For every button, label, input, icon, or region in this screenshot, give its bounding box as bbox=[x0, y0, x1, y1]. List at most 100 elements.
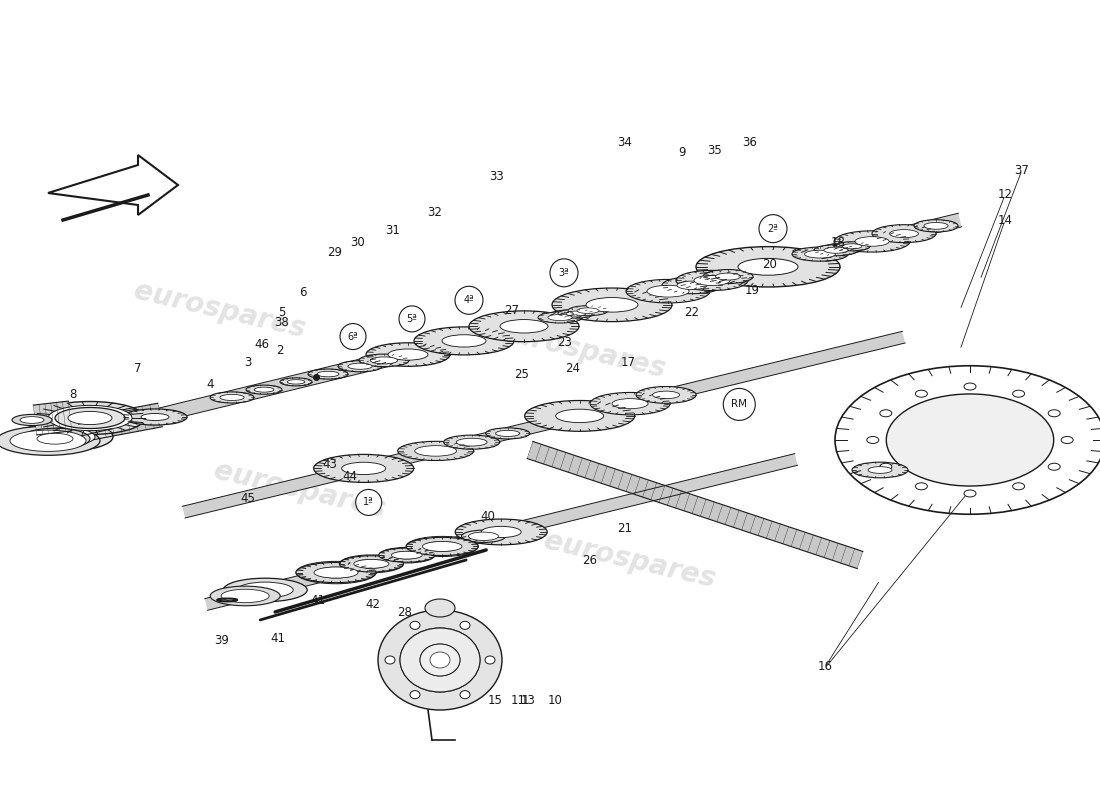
Ellipse shape bbox=[221, 590, 270, 602]
Text: eurospares: eurospares bbox=[492, 317, 669, 383]
Ellipse shape bbox=[425, 542, 460, 551]
Text: 30: 30 bbox=[351, 235, 365, 249]
Text: 33: 33 bbox=[490, 170, 505, 183]
Ellipse shape bbox=[12, 414, 52, 426]
Ellipse shape bbox=[220, 394, 244, 401]
Ellipse shape bbox=[37, 434, 73, 444]
Polygon shape bbox=[78, 403, 162, 442]
Ellipse shape bbox=[414, 327, 514, 355]
Ellipse shape bbox=[915, 390, 927, 398]
Text: 1ª: 1ª bbox=[363, 498, 374, 507]
Text: 10: 10 bbox=[548, 694, 562, 706]
Ellipse shape bbox=[296, 562, 376, 584]
Ellipse shape bbox=[443, 435, 499, 450]
Ellipse shape bbox=[400, 628, 480, 692]
Text: 32: 32 bbox=[428, 206, 442, 218]
Ellipse shape bbox=[485, 656, 495, 664]
Ellipse shape bbox=[35, 402, 145, 434]
Ellipse shape bbox=[814, 245, 858, 256]
Ellipse shape bbox=[868, 466, 892, 474]
Text: 18: 18 bbox=[830, 237, 846, 250]
Text: 34: 34 bbox=[617, 135, 632, 149]
Ellipse shape bbox=[425, 599, 455, 617]
Polygon shape bbox=[183, 331, 905, 518]
Text: 25: 25 bbox=[515, 369, 529, 382]
Ellipse shape bbox=[662, 277, 722, 294]
Text: 13: 13 bbox=[520, 694, 536, 706]
Ellipse shape bbox=[890, 230, 918, 238]
Text: 7: 7 bbox=[134, 362, 142, 374]
Ellipse shape bbox=[1062, 437, 1074, 443]
Ellipse shape bbox=[486, 428, 530, 439]
Text: eurospares: eurospares bbox=[211, 457, 388, 523]
Ellipse shape bbox=[924, 222, 948, 230]
Ellipse shape bbox=[392, 551, 422, 559]
Ellipse shape bbox=[378, 548, 434, 562]
Ellipse shape bbox=[398, 442, 474, 461]
Ellipse shape bbox=[915, 482, 927, 490]
Ellipse shape bbox=[834, 231, 910, 252]
Ellipse shape bbox=[338, 361, 382, 372]
Ellipse shape bbox=[824, 247, 848, 254]
Text: 39: 39 bbox=[214, 634, 230, 646]
Ellipse shape bbox=[834, 242, 870, 251]
Text: 3ª: 3ª bbox=[559, 268, 570, 278]
Ellipse shape bbox=[835, 366, 1100, 514]
Ellipse shape bbox=[469, 532, 498, 541]
Ellipse shape bbox=[462, 530, 506, 542]
Ellipse shape bbox=[652, 391, 680, 398]
Text: 19: 19 bbox=[745, 283, 759, 297]
Polygon shape bbox=[527, 442, 862, 569]
Text: 24: 24 bbox=[565, 362, 581, 374]
Ellipse shape bbox=[385, 656, 395, 664]
Ellipse shape bbox=[342, 462, 386, 474]
Text: 41: 41 bbox=[310, 594, 326, 606]
Ellipse shape bbox=[55, 407, 125, 429]
Text: 2ª: 2ª bbox=[768, 224, 779, 234]
Ellipse shape bbox=[420, 644, 460, 676]
Text: 28: 28 bbox=[397, 606, 412, 618]
Ellipse shape bbox=[566, 311, 586, 316]
Ellipse shape bbox=[590, 393, 670, 415]
Ellipse shape bbox=[556, 409, 604, 422]
Circle shape bbox=[759, 214, 786, 242]
Ellipse shape bbox=[316, 567, 356, 578]
Ellipse shape bbox=[400, 628, 480, 692]
Ellipse shape bbox=[442, 334, 486, 347]
Text: eurospares: eurospares bbox=[131, 277, 309, 343]
Ellipse shape bbox=[852, 462, 907, 478]
Text: 2: 2 bbox=[276, 343, 284, 357]
Ellipse shape bbox=[354, 559, 389, 568]
Ellipse shape bbox=[558, 309, 594, 318]
Ellipse shape bbox=[500, 319, 548, 333]
Ellipse shape bbox=[210, 586, 280, 606]
Ellipse shape bbox=[552, 288, 672, 322]
Ellipse shape bbox=[378, 547, 434, 563]
Ellipse shape bbox=[422, 542, 462, 551]
Circle shape bbox=[399, 306, 425, 332]
Ellipse shape bbox=[20, 417, 44, 423]
Text: 44: 44 bbox=[342, 470, 358, 483]
Ellipse shape bbox=[388, 349, 428, 360]
Ellipse shape bbox=[355, 559, 387, 568]
Text: 29: 29 bbox=[328, 246, 342, 258]
Ellipse shape bbox=[481, 526, 521, 538]
Text: 40: 40 bbox=[481, 510, 495, 522]
Ellipse shape bbox=[348, 363, 372, 370]
Ellipse shape bbox=[308, 369, 348, 379]
Ellipse shape bbox=[296, 562, 376, 582]
Text: 1: 1 bbox=[521, 694, 529, 706]
Polygon shape bbox=[33, 401, 72, 435]
Text: 42: 42 bbox=[365, 598, 381, 611]
Ellipse shape bbox=[410, 622, 420, 630]
Ellipse shape bbox=[612, 398, 648, 409]
Text: 36: 36 bbox=[742, 135, 758, 149]
Ellipse shape bbox=[287, 380, 305, 384]
Ellipse shape bbox=[141, 414, 169, 421]
Text: 23: 23 bbox=[558, 335, 572, 349]
Ellipse shape bbox=[525, 401, 635, 431]
Ellipse shape bbox=[406, 536, 478, 557]
Ellipse shape bbox=[378, 610, 502, 710]
Ellipse shape bbox=[626, 279, 710, 303]
Ellipse shape bbox=[914, 220, 958, 232]
